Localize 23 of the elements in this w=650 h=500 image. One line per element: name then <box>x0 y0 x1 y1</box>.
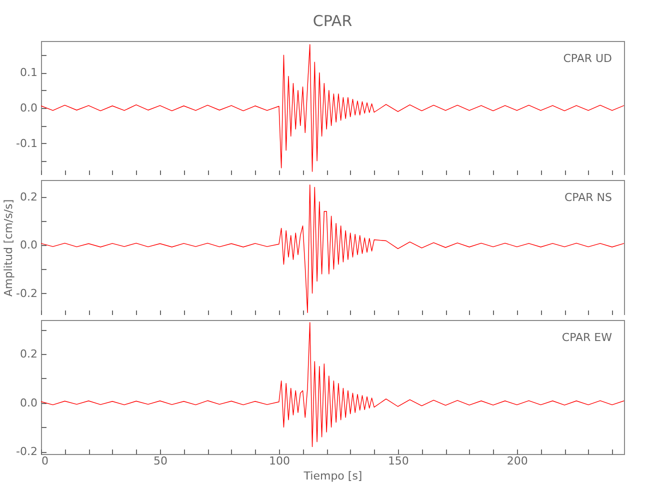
y-tick-label: -0.2 <box>16 445 38 458</box>
x-tick-label: 150 <box>388 454 409 468</box>
y-tick-label: 0.0 <box>20 396 38 410</box>
y-axis-title: Amplitud [cm/s/s] <box>2 199 16 297</box>
x-tick-label: 200 <box>506 454 528 468</box>
line-series <box>41 322 624 448</box>
x-axis-title: Tiempo [s] <box>302 470 362 482</box>
chart-title: CPAR <box>312 12 352 30</box>
y-tick-label: -0.2 <box>16 286 38 300</box>
line-series <box>41 184 624 313</box>
line-series <box>41 44 624 172</box>
annotation: CPAR UD <box>563 52 612 65</box>
annotation: CPAR NS <box>564 191 612 204</box>
x-tick-label: 50 <box>153 454 168 468</box>
y-tick-label: 0.0 <box>20 102 38 114</box>
y-tick-label: 0.2 <box>20 190 38 204</box>
annotation: CPAR EW <box>562 331 612 344</box>
x-tick-label: 100 <box>268 454 290 468</box>
x-tick-label: 0 <box>42 454 48 468</box>
y-tick-label: -0.1 <box>16 136 38 150</box>
y-tick-label: 0.1 <box>20 66 38 80</box>
y-tick-label: 0.2 <box>20 348 38 361</box>
y-tick-label: 0.0 <box>20 238 38 252</box>
